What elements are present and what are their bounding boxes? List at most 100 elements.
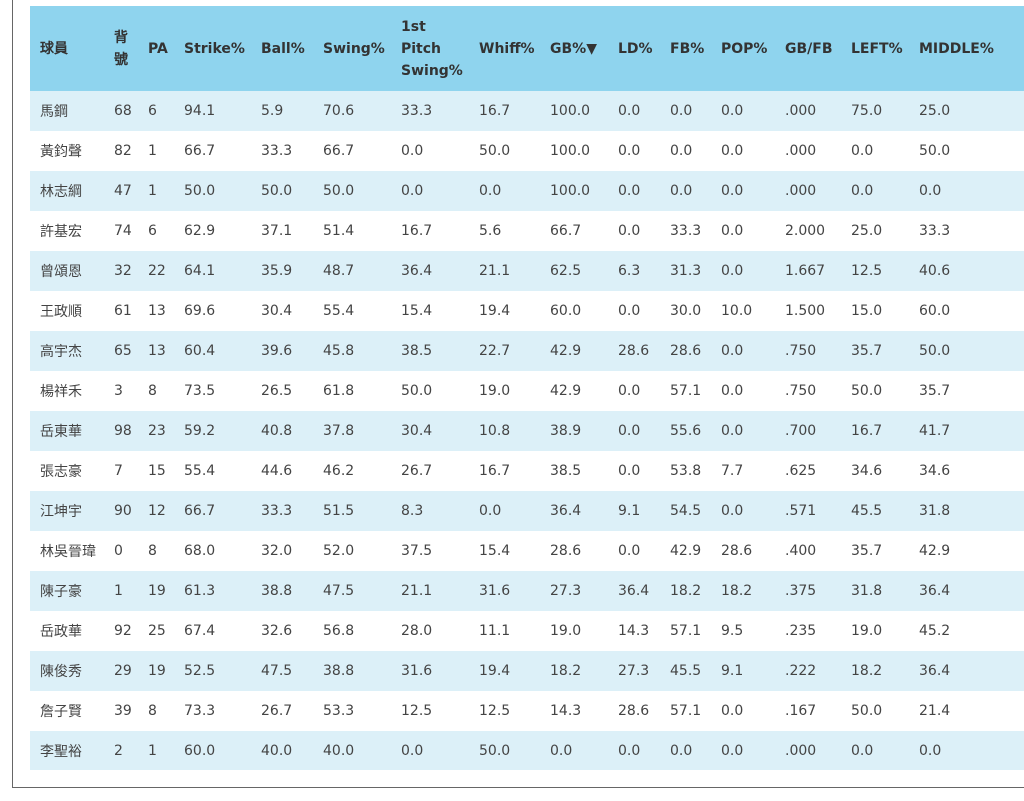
stat-cell: 0.0 <box>851 743 874 759</box>
stat-cell: 32.6 <box>261 623 293 639</box>
stat-cell: 57.1 <box>670 623 702 639</box>
stat-cell: 21.4 <box>919 703 951 719</box>
stat-cell: 66.7 <box>550 223 582 239</box>
stat-cell: 0.0 <box>721 383 744 399</box>
stat-cell: 42.9 <box>919 543 951 559</box>
player-name: 李聖裕 <box>40 744 82 760</box>
stat-cell: 19 <box>148 583 166 599</box>
column-header-text: 1st Pitch Swing% <box>401 18 463 79</box>
stat-cell: 66.7 <box>184 143 216 159</box>
stat-cell: 55.6 <box>670 423 702 439</box>
stat-cell: 35.7 <box>919 383 951 399</box>
stat-cell: 94.1 <box>184 103 216 119</box>
column-header[interactable]: LD% <box>608 6 660 91</box>
column-header[interactable]: Strike% <box>174 6 251 91</box>
column-header[interactable]: FB% <box>660 6 711 91</box>
stat-cell: 53.8 <box>670 463 702 479</box>
stat-cell: .000 <box>785 743 817 759</box>
stat-cell: 0.0 <box>550 743 573 759</box>
column-header[interactable]: GB/FB <box>775 6 841 91</box>
stat-cell: 1 <box>148 743 157 759</box>
stat-cell: 60.4 <box>184 343 216 359</box>
stat-cell: 100.0 <box>550 143 591 159</box>
row-filler <box>1000 131 1024 171</box>
stat-cell: 0.0 <box>618 183 641 199</box>
stat-cell: 0.0 <box>919 743 942 759</box>
player-name: 林志綱 <box>40 184 82 200</box>
row-filler <box>1000 451 1024 491</box>
stat-cell: 8.3 <box>401 503 424 519</box>
stat-cell: 39.6 <box>261 343 293 359</box>
table-row: 江坤宇 90 12 66.7 33.3 51.5 8.3 0.0 36.4 9.1 54.5 0.0.… <box>30 491 1024 531</box>
table-row: 林志綱 47 1 50.0 50.0 50.0 0.0 0.0 100.0 0.0 0.0 0.0 .0… <box>30 171 1024 211</box>
stat-cell: 19 <box>148 663 166 679</box>
stat-cell: 38.8 <box>261 583 293 599</box>
stat-cell: 33.3 <box>261 143 293 159</box>
stat-cell: 40.0 <box>323 743 355 759</box>
stat-cell: 32 <box>114 263 132 279</box>
stat-cell: 25.0 <box>919 103 951 119</box>
stat-cell: 57.1 <box>670 703 702 719</box>
column-header[interactable]: 1st Pitch Swing% <box>391 6 469 91</box>
player-name: 張志豪 <box>40 464 82 480</box>
stat-cell: 51.4 <box>323 223 355 239</box>
column-header[interactable]: POP% <box>711 6 775 91</box>
row-filler <box>1000 411 1024 451</box>
table-row: 林吳晉瑋 0 8 68.0 32.0 52.0 37.5 15.4 28.6 0.0 42.9 28.… <box>30 531 1024 571</box>
column-header[interactable]: GB%▼ <box>540 6 608 91</box>
stat-cell: 40.0 <box>261 743 293 759</box>
stat-cell: 28.6 <box>721 543 753 559</box>
stat-cell: .222 <box>785 663 817 679</box>
stat-cell: 38.5 <box>401 343 433 359</box>
player-name: 曾頌恩 <box>40 264 82 280</box>
column-header[interactable]: PA <box>138 6 174 91</box>
stat-cell: 28.6 <box>550 543 582 559</box>
stat-cell: 28.6 <box>670 343 702 359</box>
player-name: 許基宏 <box>40 224 82 240</box>
stat-cell: .000 <box>785 143 817 159</box>
column-header[interactable]: 背號 <box>104 6 138 91</box>
column-header[interactable]: MIDDLE% <box>909 6 1000 91</box>
column-header-text: FB% <box>670 40 705 57</box>
stat-cell: 19.0 <box>851 623 883 639</box>
stat-cell: 33.3 <box>401 103 433 119</box>
table-row: 馬鋼 68 6 94.1 5.9 70.6 33.3 16.7 100.0 0.0 0.0 0.0 .0… <box>30 91 1024 131</box>
stat-cell: 16.7 <box>851 423 883 439</box>
column-header[interactable]: Ball% <box>251 6 313 91</box>
stat-cell: 25.0 <box>851 223 883 239</box>
column-header[interactable]: Swing% <box>313 6 391 91</box>
stat-cell: 0.0 <box>721 343 744 359</box>
table-row: 張志豪 7 15 55.4 44.6 46.2 26.7 16.7 38.5 0.0 53.8 7.7… <box>30 451 1024 491</box>
stat-cell: 92 <box>114 623 132 639</box>
stat-cell: 37.1 <box>261 223 293 239</box>
stat-cell: 9.1 <box>721 663 744 679</box>
table-body: 馬鋼 68 6 94.1 5.9 70.6 33.3 16.7 100.0 0.0 0.0 0.0.0… <box>30 91 1024 770</box>
stat-cell: 14.3 <box>550 703 582 719</box>
table-row: 曾頌恩 32 22 64.1 35.9 48.7 36.4 21.1 62.5 6.3 31.3 0.… <box>30 251 1024 291</box>
stat-cell: 26.7 <box>401 463 433 479</box>
stat-cell: 74 <box>114 223 132 239</box>
column-header[interactable]: Whiff% <box>469 6 540 91</box>
stat-cell: 68.0 <box>184 543 216 559</box>
stat-cell: 37.8 <box>323 423 355 439</box>
stat-cell: 73.3 <box>184 703 216 719</box>
stat-cell: 0.0 <box>721 263 744 279</box>
stat-cell: 19.0 <box>479 383 511 399</box>
player-name: 岳東華 <box>40 424 82 440</box>
stats-table: 球員 背號 PA Strike% Ball% Swing% 1st Pitch Swing%… <box>30 6 1024 770</box>
stat-cell: 61.8 <box>323 383 355 399</box>
row-filler <box>1000 211 1024 251</box>
stat-cell: 53.3 <box>323 703 355 719</box>
stat-cell: 0.0 <box>401 143 424 159</box>
stat-cell: 0.0 <box>851 143 874 159</box>
stat-cell: 50.0 <box>323 183 355 199</box>
table-row: 岳東華 98 23 59.2 40.8 37.8 30.4 10.8 38.9 0.0 55.6 0.… <box>30 411 1024 451</box>
table-row: 詹子賢 39 8 73.3 26.7 53.3 12.5 12.5 14.3 28.6 57.1 0.… <box>30 691 1024 731</box>
column-header[interactable]: 球員 <box>30 6 104 91</box>
stat-cell: 0.0 <box>851 183 874 199</box>
stat-cell: 57.1 <box>670 383 702 399</box>
column-header[interactable]: LEFT% <box>841 6 909 91</box>
stat-cell: .000 <box>785 183 817 199</box>
row-filler <box>1000 171 1024 211</box>
stat-cell: 52.0 <box>323 543 355 559</box>
